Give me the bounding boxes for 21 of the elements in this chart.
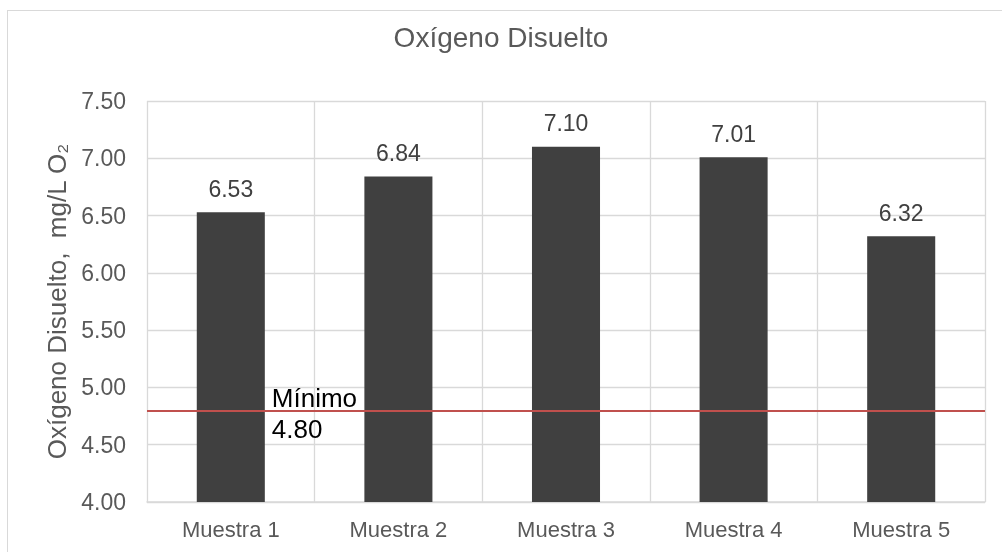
x-tick-label: Muestra 1: [181, 516, 280, 542]
y-tick-label: 7.00: [81, 145, 126, 172]
ref-line-label: Mínimo 4.80: [271, 382, 358, 444]
x-tick-label: Muestra 2: [349, 516, 448, 542]
chart-title: Oxígeno Disuelto: [393, 21, 609, 53]
data-label: 6.32: [878, 199, 924, 226]
x-tick-label: Muestra 5: [852, 516, 951, 542]
y-tick-label: 6.50: [81, 202, 126, 229]
data-label: 7.01: [711, 120, 756, 147]
y-tick-label: 5.50: [81, 317, 126, 344]
data-label: 6.53: [208, 175, 254, 202]
y-tick-label: 4.50: [81, 431, 126, 458]
x-tick-label: Muestra 4: [684, 516, 783, 542]
y-tick-label: 5.00: [81, 374, 126, 401]
y-tick-label: 4.00: [81, 489, 126, 515]
y-axis-title: Oxígeno Disuelto, mg/L O₂: [42, 143, 73, 460]
data-label: 6.84: [376, 140, 421, 167]
y-tick-label: 6.00: [81, 259, 126, 286]
x-tick-label: Muestra 3: [517, 516, 615, 542]
y-tick-label: 7.50: [81, 88, 126, 114]
data-label: 7.10: [543, 110, 589, 137]
